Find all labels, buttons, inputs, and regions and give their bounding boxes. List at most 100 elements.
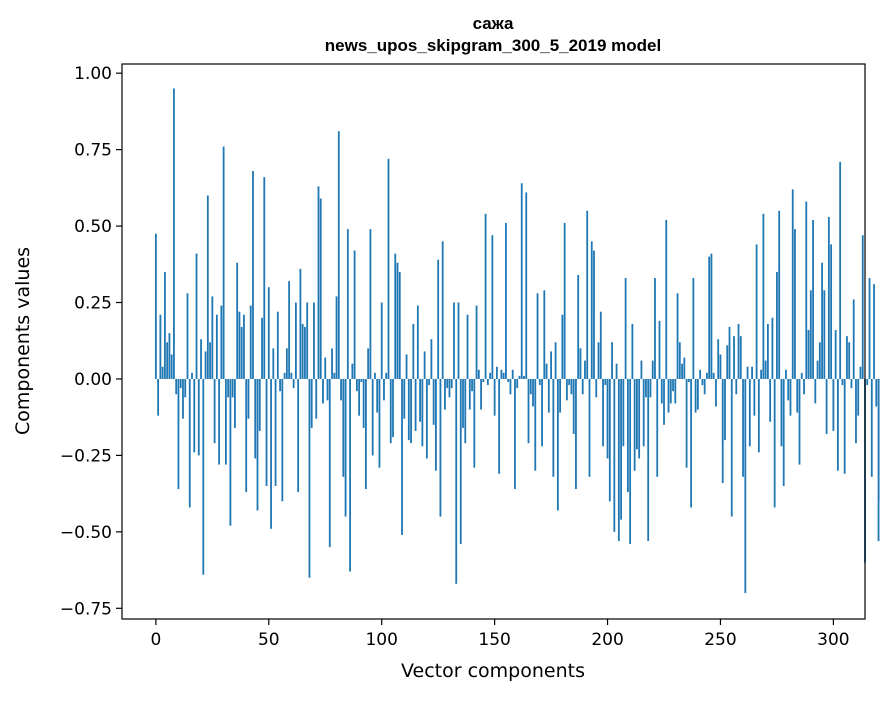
bar-149 (491, 235, 493, 379)
bar-121 (428, 379, 430, 385)
bar-158 (512, 370, 514, 379)
bar-184 (571, 379, 573, 394)
bar-27 (216, 315, 218, 379)
bar-179 (559, 379, 561, 413)
bar-63 (297, 379, 299, 492)
bar-53 (275, 379, 277, 486)
bar-76 (327, 379, 329, 400)
bar-264 (751, 367, 753, 379)
bar-302 (837, 379, 839, 471)
bar-111 (406, 354, 408, 378)
bar-112 (408, 379, 410, 440)
bar-70 (313, 303, 315, 379)
bar-216 (643, 379, 645, 446)
bar-161 (519, 376, 521, 379)
bar-283 (794, 229, 796, 379)
bar-80 (336, 296, 338, 379)
bar-109 (401, 379, 403, 535)
bar-118 (421, 379, 423, 446)
bar-83 (342, 379, 344, 477)
bar-65 (302, 324, 304, 379)
bar-96 (372, 379, 374, 455)
bar-95 (370, 229, 372, 379)
bar-273 (772, 318, 774, 379)
bar-114 (412, 324, 414, 379)
bar-88 (354, 251, 356, 379)
bar-191 (586, 211, 588, 379)
bar-217 (645, 379, 647, 397)
bar-297 (826, 379, 828, 434)
bar-110 (403, 379, 405, 419)
bar-150 (494, 379, 496, 416)
bar-178 (557, 379, 559, 510)
bar-282 (792, 189, 794, 379)
bar-162 (521, 183, 523, 379)
bar-320 (878, 379, 880, 541)
bar-78 (331, 348, 333, 379)
bar-57 (284, 373, 286, 379)
bar-6 (169, 333, 171, 379)
bar-319 (875, 379, 877, 407)
bar-239 (695, 379, 697, 413)
bar-73 (320, 199, 322, 379)
bar-176 (552, 379, 554, 477)
bar-93 (365, 379, 367, 489)
bar-254 (729, 327, 731, 379)
bar-125 (437, 260, 439, 379)
bar-104 (390, 379, 392, 443)
bar-14 (187, 293, 189, 379)
bar-276 (778, 211, 780, 379)
bar-265 (753, 379, 755, 416)
bar-309 (853, 299, 855, 379)
bar-128 (444, 379, 446, 410)
bar-19 (198, 379, 200, 455)
y-tick-label: 0.50 (74, 217, 112, 237)
bar-159 (514, 379, 516, 489)
bar-156 (507, 379, 509, 382)
bar-68 (309, 379, 311, 578)
bar-64 (300, 269, 302, 379)
bar-253 (726, 345, 728, 379)
bar-300 (832, 379, 834, 431)
bar-59 (288, 281, 290, 379)
bar-287 (803, 379, 805, 394)
bar-107 (397, 263, 399, 379)
x-tick-label: 50 (258, 630, 280, 650)
bar-243 (704, 379, 706, 394)
chart-title: сажа (473, 14, 514, 33)
bar-259 (740, 336, 742, 379)
bar-274 (774, 379, 776, 507)
bar-263 (749, 379, 751, 446)
y-tick-label: −0.75 (60, 599, 112, 619)
bar-164 (525, 192, 527, 379)
bar-122 (430, 339, 432, 379)
bar-100 (381, 303, 383, 379)
bar-165 (528, 379, 530, 443)
bar-147 (487, 379, 489, 385)
bar-293 (817, 361, 819, 379)
bar-41 (248, 379, 250, 419)
bar-194 (593, 251, 595, 379)
bar-219 (650, 379, 652, 397)
bar-61 (293, 379, 295, 388)
bar-84 (345, 379, 347, 517)
bar-251 (722, 379, 724, 483)
bar-183 (568, 379, 570, 385)
bar-205 (618, 379, 620, 541)
bar-137 (464, 379, 466, 443)
bar-201 (609, 379, 611, 501)
bar-8 (173, 88, 175, 378)
bar-97 (374, 373, 376, 379)
bar-89 (356, 379, 358, 391)
bar-90 (358, 379, 360, 416)
bar-267 (758, 379, 760, 452)
bar-181 (564, 223, 566, 379)
bar-136 (462, 379, 464, 428)
bar-231 (677, 293, 679, 379)
bar-23 (207, 195, 209, 378)
bar-16 (191, 373, 193, 379)
x-tick-label: 0 (150, 630, 161, 650)
bar-180 (561, 315, 563, 379)
bar-198 (602, 379, 604, 446)
bar-215 (641, 361, 643, 379)
